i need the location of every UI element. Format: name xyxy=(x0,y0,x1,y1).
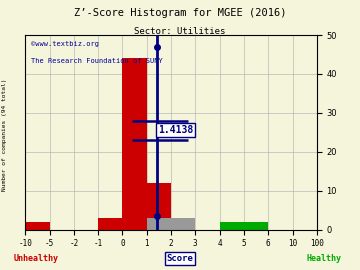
Text: Unhealthy: Unhealthy xyxy=(14,254,58,263)
Bar xyxy=(220,222,244,230)
Bar xyxy=(98,218,122,230)
Bar xyxy=(122,58,147,230)
Text: ©www.textbiz.org: ©www.textbiz.org xyxy=(31,41,99,47)
Text: Score: Score xyxy=(167,254,193,263)
Bar xyxy=(147,218,171,230)
Bar xyxy=(317,222,341,230)
Bar xyxy=(171,218,195,230)
Text: Number of companies (94 total): Number of companies (94 total) xyxy=(2,79,7,191)
Bar xyxy=(25,222,50,230)
Bar xyxy=(147,183,171,230)
Text: 1.4138: 1.4138 xyxy=(158,125,193,135)
Text: Healthy: Healthy xyxy=(306,254,342,263)
Text: Z’-Score Histogram for MGEE (2016): Z’-Score Histogram for MGEE (2016) xyxy=(74,8,286,18)
Bar xyxy=(244,222,268,230)
Text: The Research Foundation of SUNY: The Research Foundation of SUNY xyxy=(31,58,163,65)
Text: Sector: Utilities: Sector: Utilities xyxy=(134,27,226,36)
